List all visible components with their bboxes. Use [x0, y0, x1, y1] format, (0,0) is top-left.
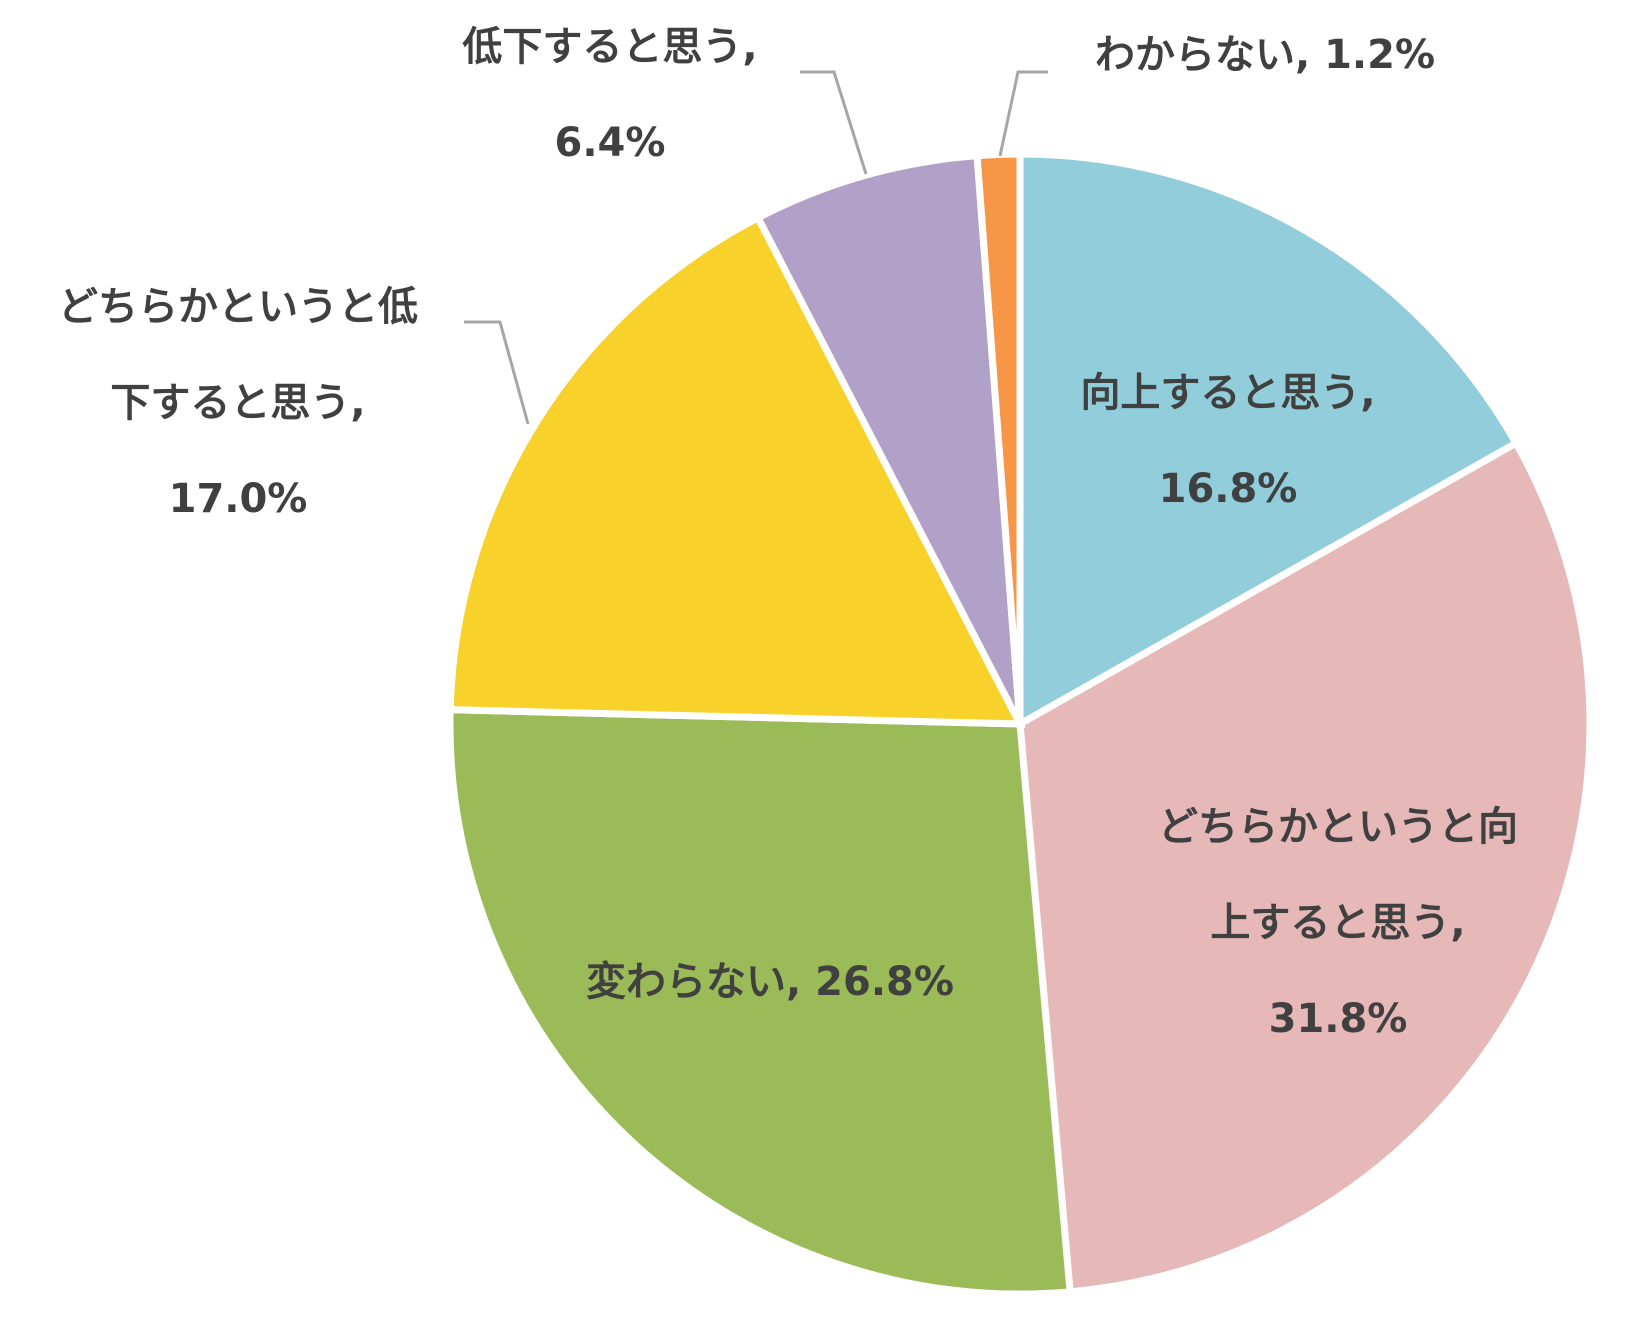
data-label-2-line-1: どちらかというと向	[1158, 804, 1518, 850]
pie-slice-2	[1016, 438, 1594, 1296]
leader-line-6	[998, 70, 1048, 157]
data-label-3: 変わらない, 26.8%	[586, 959, 954, 1005]
data-label-1: 向上すると思う, 16.8%	[1080, 370, 1375, 512]
data-label-4-line-2: 下すると思う,	[110, 380, 365, 426]
leader-line-4	[464, 320, 530, 425]
data-label-6-line-1: わからない, 1.2%	[1095, 32, 1435, 78]
data-labels: 向上すると思う, 16.8% どちらかというと向上すると思う, 31.8% 変わらない,…	[58, 24, 1518, 1042]
pie-slice-6	[973, 150, 1024, 725]
data-label-2-line-2: 上すると思う,	[1210, 900, 1465, 946]
data-label-4-line-3: 17.0%	[169, 476, 308, 522]
pie-slice-5	[753, 151, 1024, 726]
pie-slice-4	[446, 213, 1026, 728]
pie-slice-1	[1016, 150, 1521, 731]
data-label-5-line-1: 低下すると思う,	[462, 24, 757, 70]
leader-lines	[464, 70, 1048, 425]
leader-line-5	[800, 70, 868, 175]
data-label-5: 低下すると思う, 6.4%	[462, 24, 757, 166]
data-label-1-line-2: 16.8%	[1159, 466, 1298, 512]
data-label-1-line-1: 向上すると思う,	[1080, 370, 1375, 416]
data-label-6: わからない, 1.2%	[1095, 32, 1435, 78]
pie-slice-3	[446, 706, 1074, 1298]
data-label-2: どちらかというと向上すると思う, 31.8%	[1158, 804, 1518, 1042]
data-label-4-line-1: どちらかというと低	[58, 284, 418, 330]
data-label-2-line-3: 31.8%	[1269, 996, 1408, 1042]
pie-slices	[446, 150, 1594, 1298]
data-label-5-line-2: 6.4%	[555, 120, 666, 166]
data-label-4: どちらかというと低下すると思う, 17.0%	[58, 284, 418, 522]
data-label-3-line-1: 変わらない, 26.8%	[586, 959, 954, 1005]
